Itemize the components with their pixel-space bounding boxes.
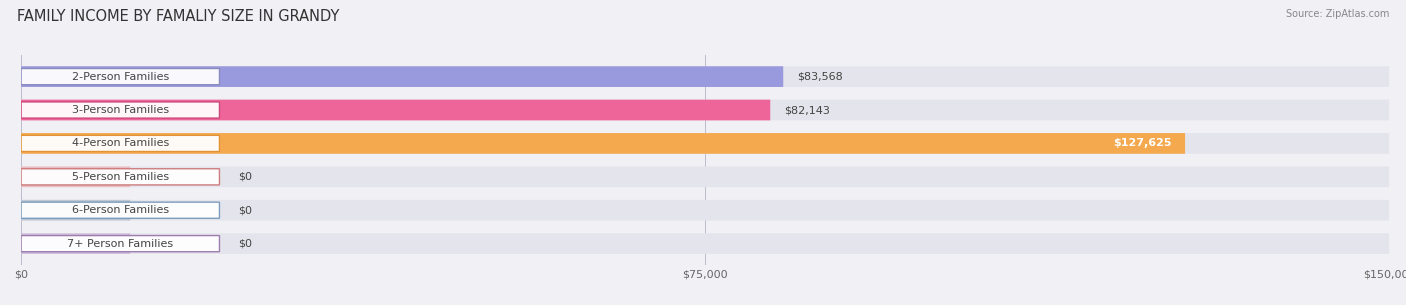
FancyBboxPatch shape xyxy=(21,102,219,118)
Text: 7+ Person Families: 7+ Person Families xyxy=(67,239,173,249)
Text: 3-Person Families: 3-Person Families xyxy=(72,105,169,115)
Text: FAMILY INCOME BY FAMALIY SIZE IN GRANDY: FAMILY INCOME BY FAMALIY SIZE IN GRANDY xyxy=(17,9,339,24)
Text: 4-Person Families: 4-Person Families xyxy=(72,138,169,149)
FancyBboxPatch shape xyxy=(21,133,1389,154)
Text: $127,625: $127,625 xyxy=(1114,138,1171,149)
FancyBboxPatch shape xyxy=(21,167,1389,187)
FancyBboxPatch shape xyxy=(21,167,131,187)
FancyBboxPatch shape xyxy=(21,66,1389,87)
Text: $83,568: $83,568 xyxy=(797,72,842,82)
FancyBboxPatch shape xyxy=(21,200,1389,221)
FancyBboxPatch shape xyxy=(21,66,783,87)
Text: $0: $0 xyxy=(238,172,252,182)
FancyBboxPatch shape xyxy=(21,100,770,120)
Text: 5-Person Families: 5-Person Families xyxy=(72,172,169,182)
Text: 2-Person Families: 2-Person Families xyxy=(72,72,169,82)
FancyBboxPatch shape xyxy=(21,69,219,85)
Text: 6-Person Families: 6-Person Families xyxy=(72,205,169,215)
Text: $0: $0 xyxy=(238,239,252,249)
FancyBboxPatch shape xyxy=(21,169,219,185)
FancyBboxPatch shape xyxy=(21,233,131,254)
FancyBboxPatch shape xyxy=(21,202,219,218)
FancyBboxPatch shape xyxy=(21,133,1185,154)
FancyBboxPatch shape xyxy=(21,233,1389,254)
Text: $0: $0 xyxy=(238,205,252,215)
FancyBboxPatch shape xyxy=(21,235,219,252)
FancyBboxPatch shape xyxy=(21,135,219,152)
Text: Source: ZipAtlas.com: Source: ZipAtlas.com xyxy=(1285,9,1389,19)
Text: $82,143: $82,143 xyxy=(785,105,830,115)
FancyBboxPatch shape xyxy=(21,100,1389,120)
FancyBboxPatch shape xyxy=(21,200,131,221)
